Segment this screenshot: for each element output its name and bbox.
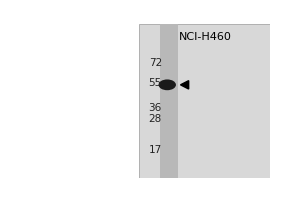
Text: 28: 28 — [148, 114, 162, 124]
Bar — [139, 24, 270, 178]
Ellipse shape — [158, 79, 176, 90]
Text: 36: 36 — [148, 103, 162, 113]
Text: 55: 55 — [148, 78, 162, 88]
Text: NCI-H460: NCI-H460 — [178, 32, 231, 42]
Text: 72: 72 — [148, 58, 162, 68]
Bar — [160, 24, 178, 178]
Polygon shape — [181, 81, 189, 89]
Text: 17: 17 — [148, 145, 162, 155]
